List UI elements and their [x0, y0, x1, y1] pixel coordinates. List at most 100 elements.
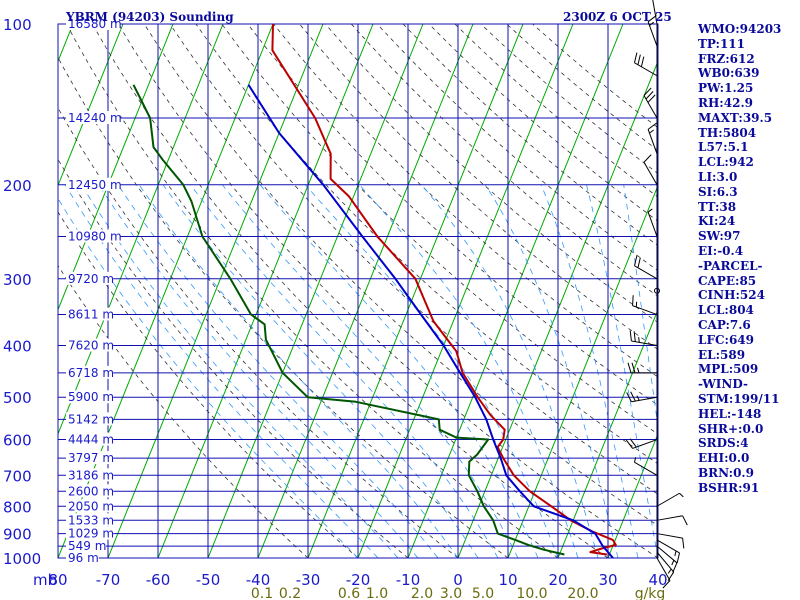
- index-item: L57:5.1: [698, 140, 749, 155]
- index-item: LCL:804: [698, 303, 754, 318]
- moist-adiabat: [484, 184, 619, 558]
- station-title: YBRM (94203) Sounding: [65, 10, 234, 24]
- barb-half-flag: [636, 395, 640, 401]
- height-label: 3186 m: [68, 468, 114, 482]
- height-label: 7620 m: [68, 339, 114, 353]
- height-label: 5900 m: [68, 390, 114, 404]
- index-item: CAP:7.6: [698, 317, 751, 332]
- barb-flag: [643, 87, 652, 96]
- wind-barb: [633, 457, 658, 476]
- height-label: 14240 m: [68, 111, 122, 125]
- index-item: RH:42.9: [698, 95, 753, 110]
- height-label-bg: [66, 513, 114, 527]
- height-label: 2600 m: [68, 484, 114, 498]
- wind-barb: [643, 154, 658, 186]
- barb-staff: [643, 161, 658, 186]
- barb-flag: [629, 438, 637, 448]
- dry-adiabat: [92, 24, 609, 558]
- barb-staff: [652, 0, 658, 25]
- pressure-label: 900: [3, 526, 32, 544]
- mixing-ratio-label: 0.1: [251, 586, 273, 600]
- index-item: CAPE:85: [698, 273, 757, 288]
- index-item: PW:1.25: [698, 81, 754, 96]
- index-item: CINH:524: [698, 288, 765, 303]
- barb-flag: [632, 295, 634, 306]
- barb-half-flag: [647, 208, 653, 213]
- temperature-tick-label: -60: [146, 571, 171, 589]
- isotherm-line: [58, 24, 174, 311]
- moist-adiabat: [305, 184, 559, 558]
- wind-barb: [656, 545, 678, 573]
- height-label: 12450 m: [68, 178, 122, 192]
- mixing-ratio-label: 5.0: [472, 586, 494, 600]
- isotherm-line: [58, 24, 224, 436]
- profile-lines: [132, 24, 617, 558]
- barb-flag: [640, 56, 645, 67]
- height-label: 16580 m: [68, 17, 122, 31]
- height-label-bg: [66, 451, 114, 465]
- index-item: SW:97: [698, 229, 741, 244]
- barb-staff: [632, 439, 658, 449]
- barb-flag: [629, 330, 632, 342]
- barb-half-flag: [649, 129, 654, 134]
- barb-flag: [633, 331, 636, 342]
- height-label: 8611 m: [68, 308, 114, 322]
- valid-time: 2300Z 6 OCT 25: [563, 10, 672, 24]
- barb-flag: [647, 122, 657, 130]
- wind-barb: [627, 362, 657, 374]
- mixing-ratio-label: 10.0: [516, 586, 547, 600]
- barb-half-flag: [679, 492, 684, 498]
- height-label-bg: [66, 177, 121, 191]
- wind-barb: [629, 330, 658, 346]
- temperature-tick-label: 10: [498, 571, 517, 589]
- wind-barb: [625, 438, 658, 449]
- index-item: SI:6.3: [698, 184, 738, 199]
- barb-half-flag: [649, 21, 654, 26]
- pressure-label: 400: [3, 338, 32, 356]
- barb-flag: [626, 392, 632, 402]
- height-label-bg: [66, 484, 114, 498]
- barb-flag: [647, 15, 657, 23]
- temperature-tick-label: 20: [548, 571, 567, 589]
- index-item: WMO:94203: [698, 22, 782, 36]
- index-item: EHI:0.0: [698, 451, 750, 466]
- index-item: LI:3.0: [698, 169, 738, 184]
- pressure-label: 800: [3, 498, 32, 516]
- height-label-bg: [66, 526, 114, 540]
- pressure-label: 700: [3, 467, 32, 485]
- barb-staff: [656, 545, 678, 564]
- barb-staff: [656, 551, 675, 573]
- wind-barbs: [625, 0, 688, 589]
- pressure-label: 500: [3, 389, 32, 407]
- wind-barb: [633, 52, 658, 77]
- barb-half-flag: [667, 568, 672, 574]
- barb-staff: [656, 557, 671, 581]
- index-item: -PARCEL-: [698, 258, 763, 273]
- temperature-tick-label: -50: [196, 571, 221, 589]
- index-item: SHR+:0.0: [698, 421, 764, 436]
- height-label: 4444 m: [68, 433, 114, 447]
- background-lines: [58, 24, 658, 558]
- temperature-line: [271, 24, 617, 556]
- barb-flag: [662, 580, 671, 589]
- isotherm-line: [257, 24, 474, 558]
- wind-barb: [632, 295, 658, 316]
- moist-adiabat: [81, 184, 399, 558]
- index-item: EL:589: [698, 347, 746, 362]
- mixing-ratio-label: 3.0: [440, 586, 462, 600]
- moist-adiabat: [586, 184, 658, 558]
- barb-staff: [632, 305, 658, 316]
- isotherm-line: [507, 184, 658, 558]
- barb-staff: [647, 21, 658, 47]
- barb-staff: [647, 129, 658, 154]
- height-label-bg: [66, 229, 121, 243]
- isotherm-line: [557, 308, 658, 558]
- barb-staff: [656, 539, 680, 554]
- wind-barb: [656, 539, 681, 564]
- wind-barb: [647, 15, 658, 47]
- barb-staff: [634, 461, 658, 476]
- barb-half-flag: [633, 457, 637, 463]
- isotherm-line: [607, 432, 658, 558]
- barb-flag: [643, 154, 652, 163]
- moist-adiabat: [259, 184, 539, 558]
